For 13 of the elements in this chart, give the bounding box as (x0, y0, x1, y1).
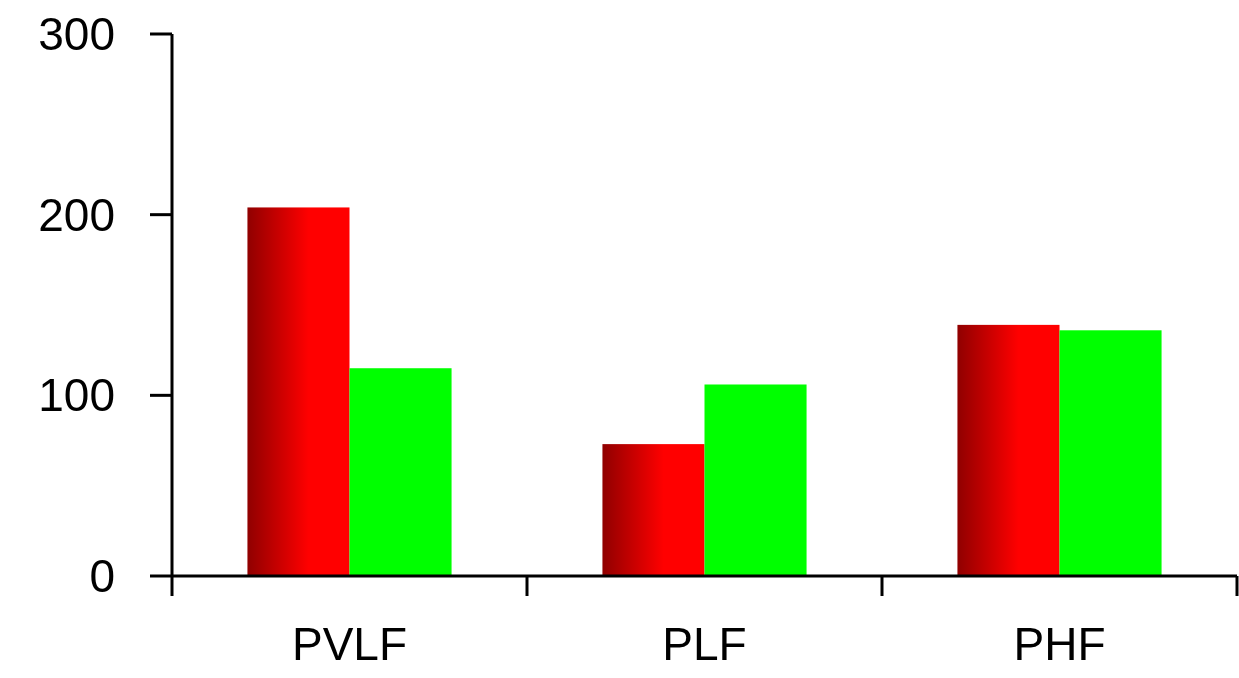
bar (1059, 330, 1162, 576)
y-tick-label: 200 (38, 188, 115, 241)
bar (704, 384, 807, 576)
bar (349, 368, 452, 576)
x-tick-label: PLF (662, 618, 747, 670)
x-tick-label: PHF (1013, 618, 1106, 670)
bar (602, 444, 705, 576)
y-tick-label: 100 (38, 369, 115, 422)
y-tick-label: 300 (38, 8, 115, 61)
bar (957, 324, 1060, 576)
x-tick-label: PVLF (291, 618, 408, 670)
bar (247, 207, 350, 576)
y-tick-label: 0 (89, 550, 115, 603)
